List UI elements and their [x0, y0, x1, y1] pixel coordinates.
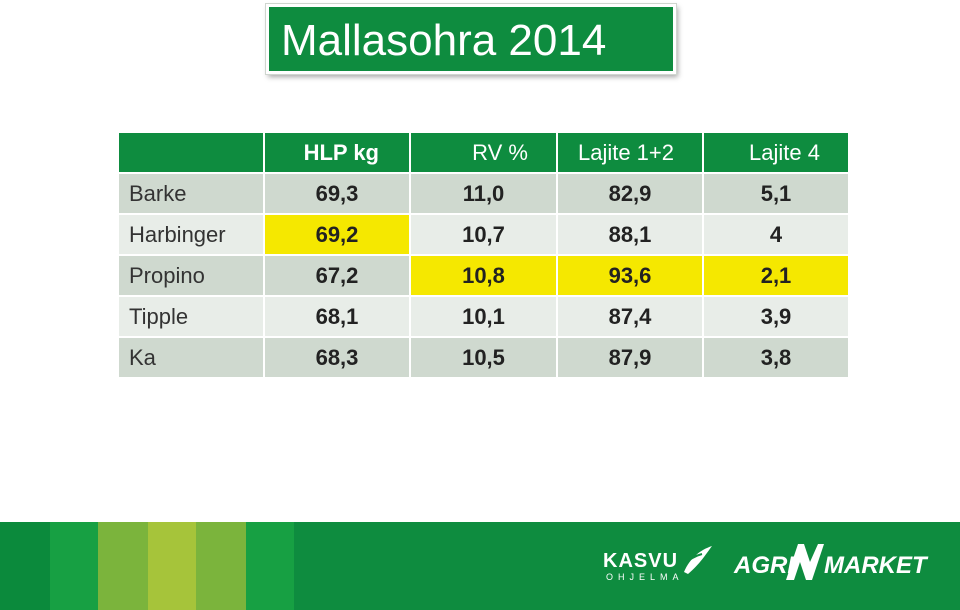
results-table: HLP kg RV % Lajite 1+2 Lajite 4 Barke 69,…: [117, 131, 850, 379]
value-cell: 10,7: [409, 213, 558, 256]
value-cell: 10,5: [409, 336, 558, 379]
value-cell: 69,3: [263, 172, 411, 215]
value-cell: 88,1: [556, 213, 704, 256]
footer-stripe: [196, 522, 246, 610]
value-cell: 3,9: [702, 295, 850, 338]
value-cell: 87,4: [556, 295, 704, 338]
header-cell-lajite4: Lajite 4: [702, 131, 850, 174]
footer-stripe: [0, 522, 50, 610]
table-header-row: HLP kg RV % Lajite 1+2 Lajite 4: [117, 131, 850, 174]
value-cell: 10,8: [409, 254, 558, 297]
agri-logo-text: AGRI: [734, 552, 794, 579]
header-cell-lajite12: Lajite 1+2: [556, 131, 704, 174]
agrimarket-mark-icon: [786, 544, 824, 580]
value-cell: 4: [702, 213, 850, 256]
title-box: Mallasohra 2014: [266, 4, 676, 74]
table-row: Tipple 68,1 10,1 87,4 3,9: [117, 295, 850, 338]
row-label: Propino: [117, 254, 265, 297]
value-cell: 3,8: [702, 336, 850, 379]
value-cell: 68,1: [263, 295, 411, 338]
header-cell-hlp: HLP kg: [263, 131, 411, 174]
kasvu-logo-subtext: OHJELMA: [606, 572, 684, 582]
footer-stripe: [50, 522, 98, 610]
table-row: Propino 67,2 10,8 93,6 2,1: [117, 254, 850, 297]
header-cell-empty: [117, 131, 265, 174]
footer-stripe: [148, 522, 196, 610]
row-label: Ka: [117, 336, 265, 379]
row-label: Tipple: [117, 295, 265, 338]
header-cell-rv: RV %: [409, 131, 558, 174]
value-cell: 2,1: [702, 254, 850, 297]
row-label: Harbinger: [117, 213, 265, 256]
page-title: Mallasohra 2014: [281, 16, 607, 65]
value-cell: 67,2: [263, 254, 411, 297]
footer-stripe: [246, 522, 294, 610]
value-cell: 11,0: [409, 172, 558, 215]
value-cell: 93,6: [556, 254, 704, 297]
row-label: Barke: [117, 172, 265, 215]
kasvu-logo-text: KASVU: [603, 550, 679, 572]
table-row: Ka 68,3 10,5 87,9 3,8: [117, 336, 850, 379]
kasvu-leaf-icon: [681, 546, 712, 574]
value-cell: 68,3: [263, 336, 411, 379]
market-logo-text: MARKET: [824, 552, 927, 579]
value-cell: 69,2: [263, 213, 411, 256]
footer-stripe: [98, 522, 148, 610]
footer-bar: KASVU OHJELMA AGRI MARKET: [0, 522, 960, 610]
table-row: Harbinger 69,2 10,7 88,1 4: [117, 213, 850, 256]
value-cell: 5,1: [702, 172, 850, 215]
table-row: Barke 69,3 11,0 82,9 5,1: [117, 172, 850, 215]
value-cell: 82,9: [556, 172, 704, 215]
value-cell: 10,1: [409, 295, 558, 338]
value-cell: 87,9: [556, 336, 704, 379]
